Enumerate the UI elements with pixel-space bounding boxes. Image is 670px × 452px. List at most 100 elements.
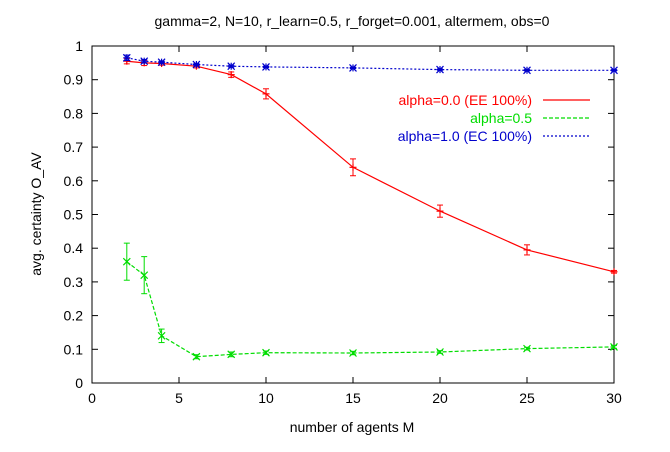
y-tick-label: 0.5 bbox=[64, 207, 84, 223]
marker-stroke bbox=[157, 331, 166, 340]
y-tick: 0.8 bbox=[64, 105, 614, 121]
marker-stroke bbox=[436, 65, 444, 74]
marker-stroke bbox=[140, 57, 149, 66]
y-tick: 0.3 bbox=[64, 274, 614, 290]
data-point bbox=[262, 62, 270, 71]
marker-stroke bbox=[262, 348, 270, 357]
y-tick-label: 0.8 bbox=[64, 105, 84, 121]
y-tick: 0.5 bbox=[64, 207, 614, 223]
y-tick: 1 bbox=[75, 38, 614, 54]
x-tick: 30 bbox=[606, 46, 622, 406]
data-point bbox=[523, 246, 531, 254]
data-point bbox=[192, 60, 201, 69]
y-tick: 0.1 bbox=[64, 341, 614, 357]
data-point bbox=[122, 53, 131, 62]
data-point bbox=[192, 352, 201, 361]
series-0 bbox=[123, 57, 618, 276]
data-point bbox=[436, 65, 444, 74]
legend-entry-2: alpha=1.0 (EC 100%) bbox=[398, 128, 590, 144]
y-tick-label: 0.2 bbox=[64, 308, 84, 324]
marker-stroke bbox=[227, 350, 236, 359]
y-tick-label: 1 bbox=[75, 38, 83, 54]
y-tick-label: 0.3 bbox=[64, 274, 84, 290]
y-tick: 0 bbox=[75, 375, 614, 391]
data-point bbox=[523, 344, 531, 353]
data-point bbox=[140, 271, 149, 280]
series-line bbox=[126, 261, 615, 358]
legend-label: alpha=0.0 (EE 100%) bbox=[399, 92, 532, 108]
data-point bbox=[262, 90, 270, 98]
y-tick: 0.6 bbox=[64, 173, 614, 189]
x-tick-label: 0 bbox=[88, 390, 96, 406]
data-point bbox=[436, 207, 444, 215]
data-point bbox=[610, 268, 618, 276]
x-tick: 10 bbox=[258, 46, 274, 406]
data-point bbox=[349, 349, 357, 357]
x-tick-label: 20 bbox=[432, 390, 448, 406]
x-tick: 20 bbox=[432, 46, 448, 406]
marker-stroke bbox=[610, 343, 618, 351]
marker-stroke bbox=[227, 62, 236, 71]
marker-stroke bbox=[140, 271, 149, 280]
data-point bbox=[523, 66, 531, 75]
legend-entry-1: alpha=0.5 bbox=[470, 110, 590, 126]
y-axis-label: avg. certainty O_AV bbox=[28, 152, 44, 276]
data-point bbox=[157, 58, 166, 67]
x-tick: 0 bbox=[88, 46, 96, 406]
data-point bbox=[140, 57, 149, 66]
y-tick-label: 0.7 bbox=[64, 139, 84, 155]
x-tick: 5 bbox=[175, 46, 183, 406]
plot-frame bbox=[91, 45, 615, 384]
y-tick-label: 0.1 bbox=[64, 341, 84, 357]
legend-entry-0: alpha=0.0 (EE 100%) bbox=[399, 92, 590, 108]
series-line bbox=[126, 57, 614, 71]
marker-stroke bbox=[262, 62, 270, 71]
x-tick-label: 30 bbox=[606, 390, 622, 406]
marker-stroke bbox=[192, 60, 201, 69]
marker-stroke bbox=[122, 257, 131, 266]
data-point bbox=[610, 66, 618, 75]
y-tick: 0.2 bbox=[64, 308, 614, 324]
data-point bbox=[227, 350, 236, 359]
series-2 bbox=[122, 53, 618, 75]
marker-stroke bbox=[523, 66, 531, 75]
x-tick: 25 bbox=[519, 46, 535, 406]
marker-stroke bbox=[192, 352, 201, 361]
marker-stroke bbox=[610, 66, 618, 75]
x-tick-label: 5 bbox=[175, 390, 183, 406]
x-axis-label: number of agents M bbox=[290, 419, 415, 435]
series-line bbox=[126, 60, 615, 273]
legend-label: alpha=0.5 bbox=[470, 110, 532, 126]
data-point bbox=[122, 257, 131, 266]
chart-title: gamma=2, N=10, r_learn=0.5, r_forget=0.0… bbox=[155, 13, 550, 29]
marker-stroke bbox=[349, 349, 357, 357]
axes-layer: 0 5 10 15 20 25 30 0 0.1 0.2 0.3 0.4 0.5 0.6 0.7 0.8 0.9… bbox=[64, 38, 622, 406]
data-point bbox=[349, 163, 357, 171]
data-point bbox=[157, 331, 166, 340]
marker-stroke bbox=[122, 53, 131, 62]
y-tick-label: 0.4 bbox=[64, 240, 84, 256]
marker-stroke bbox=[523, 344, 531, 353]
legend-label: alpha=1.0 (EC 100%) bbox=[398, 128, 532, 144]
series-1 bbox=[122, 242, 618, 361]
x-tick-label: 25 bbox=[519, 390, 535, 406]
marker-stroke bbox=[157, 58, 166, 67]
marker-stroke bbox=[349, 63, 357, 72]
marker-stroke bbox=[436, 348, 444, 356]
x-tick: 15 bbox=[345, 46, 361, 406]
x-tick-label: 15 bbox=[345, 390, 361, 406]
y-tick-label: 0.9 bbox=[64, 72, 84, 88]
y-tick: 0.7 bbox=[64, 139, 614, 155]
y-tick: 0.4 bbox=[64, 240, 614, 256]
data-point bbox=[610, 343, 618, 351]
legend: alpha=0.0 (EE 100%) alpha=0.5 alpha=1.0 (E… bbox=[398, 92, 590, 144]
series-layer bbox=[122, 53, 618, 361]
y-tick-label: 0.6 bbox=[64, 173, 84, 189]
data-point bbox=[227, 71, 235, 79]
data-point bbox=[436, 348, 444, 356]
x-tick-label: 10 bbox=[258, 390, 274, 406]
data-point bbox=[262, 348, 270, 357]
data-point bbox=[227, 62, 236, 71]
